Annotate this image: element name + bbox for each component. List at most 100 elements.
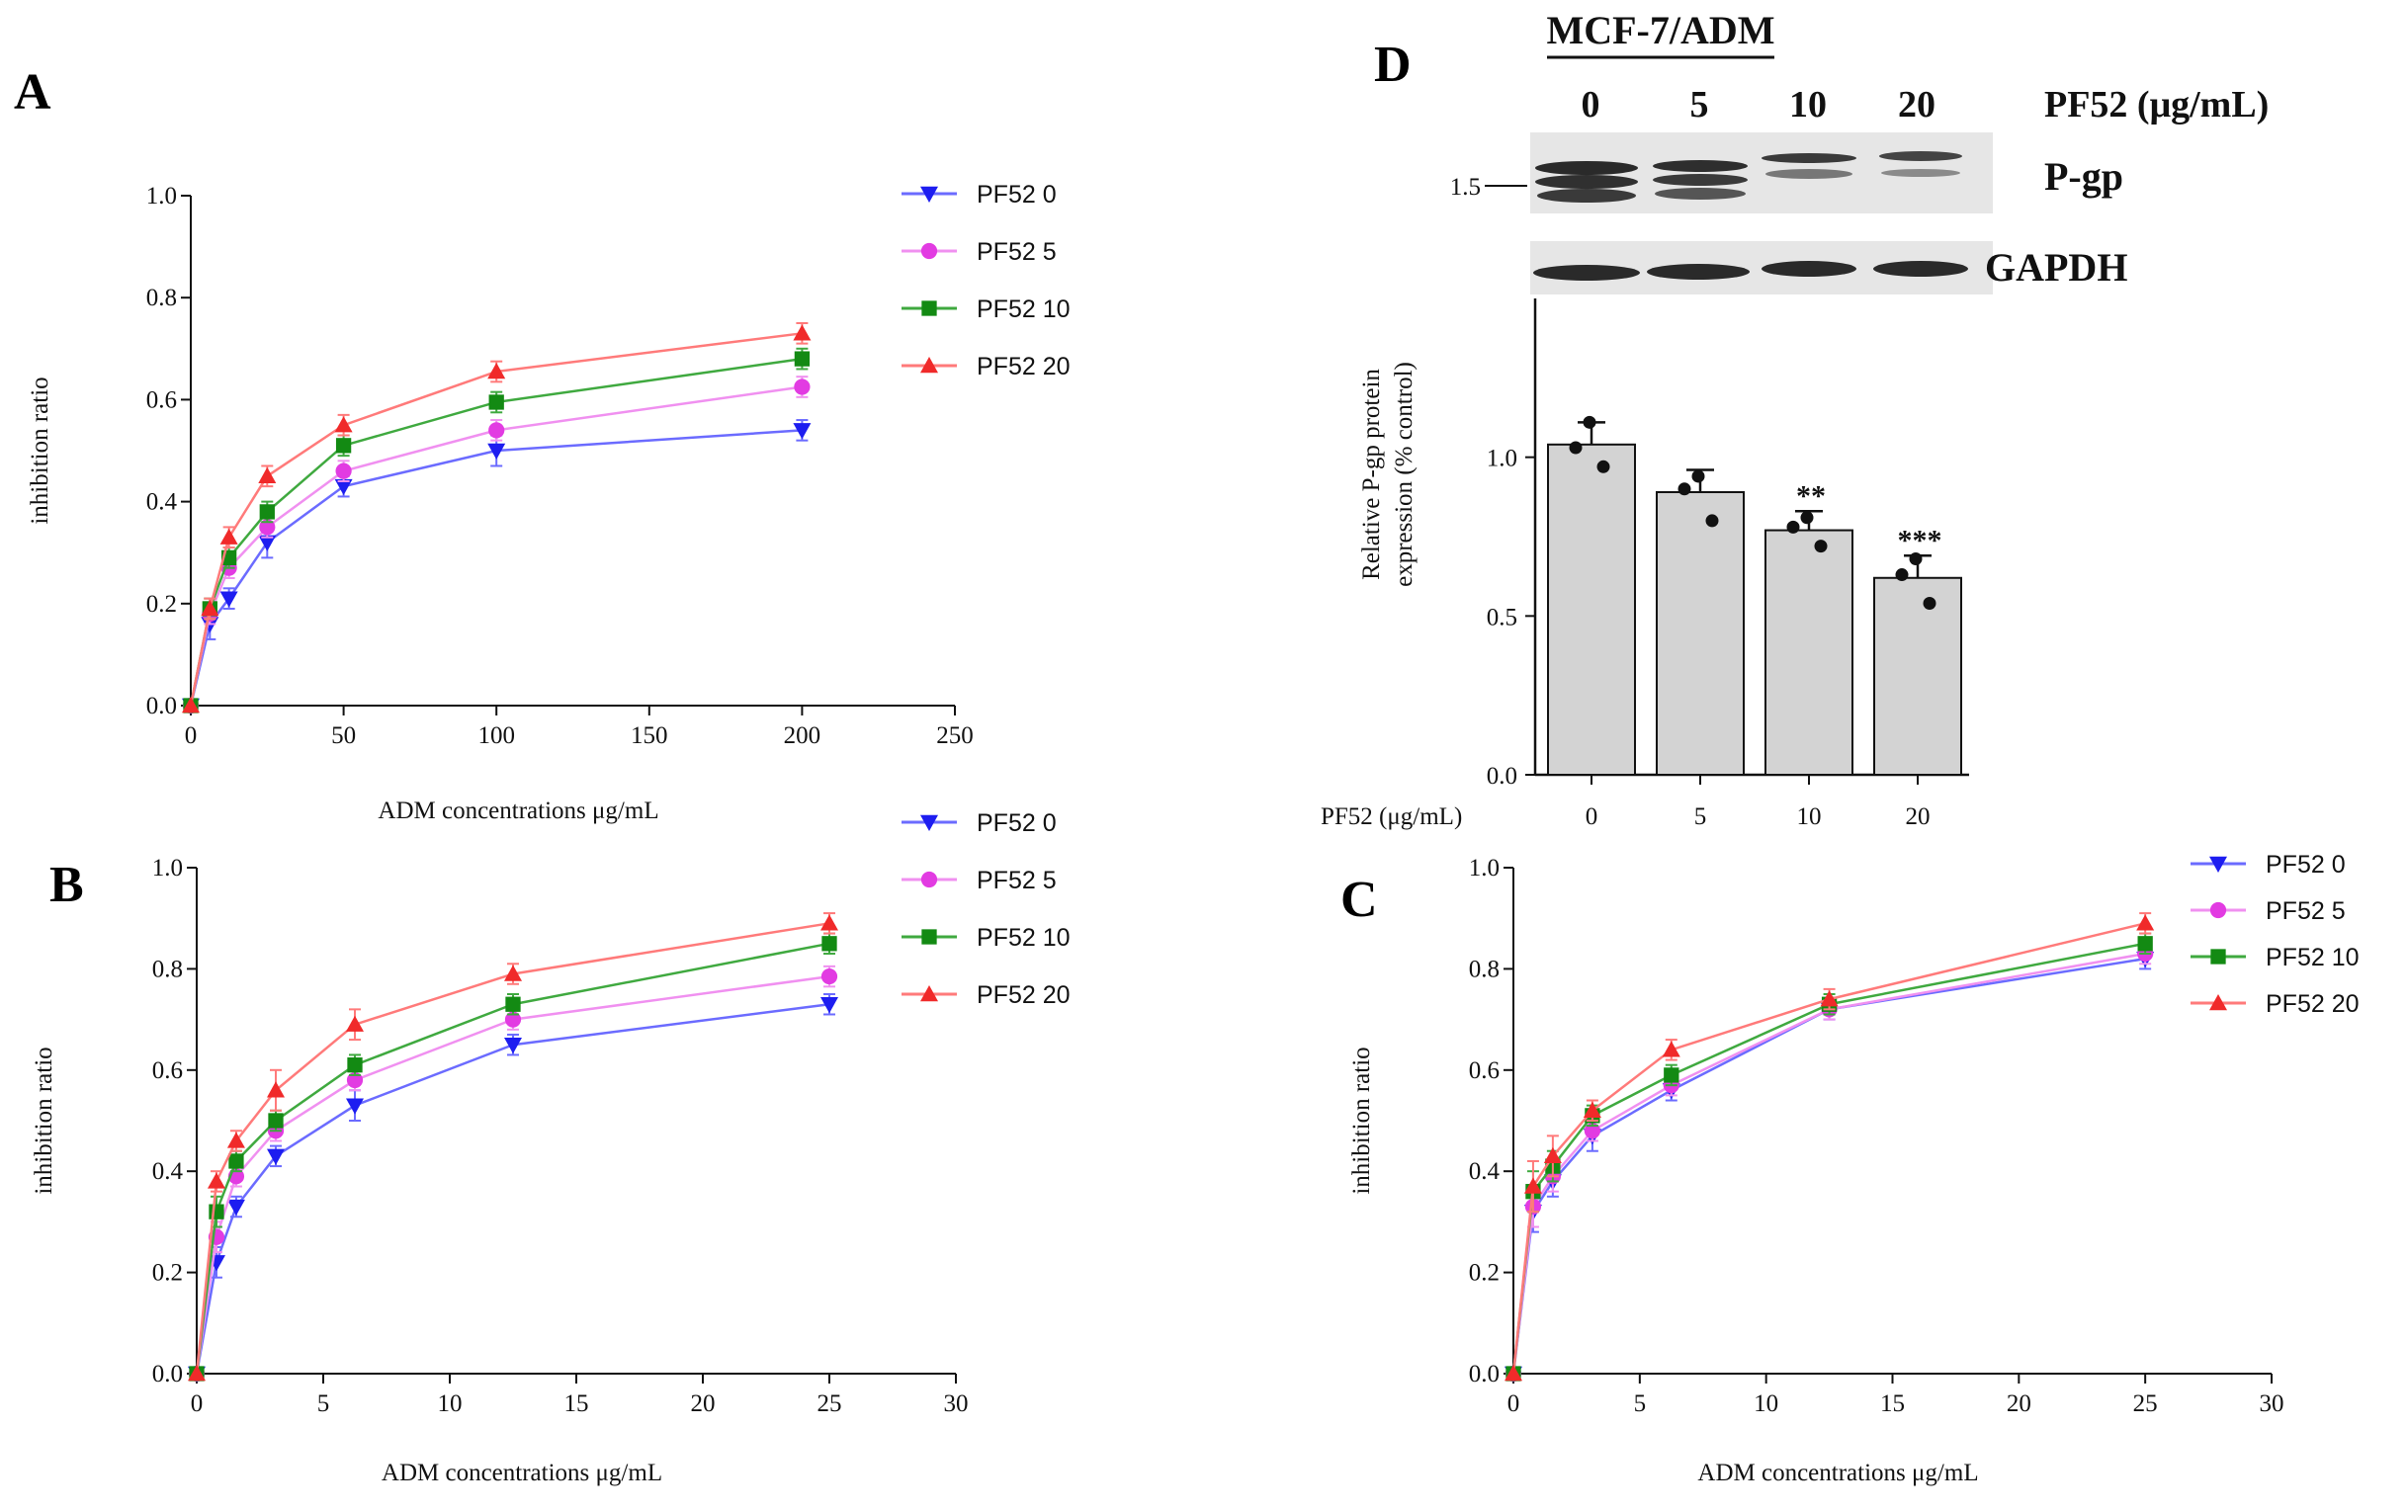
significance-label: ** [1796,479,1826,512]
blot-row-label: GAPDH [1985,245,2127,290]
data-point-triangle-up-icon [207,1172,225,1189]
data-point-triangle-down-icon [487,443,506,460]
data-point-triangle-up-icon [1523,1177,1542,1194]
series-pf52-5 [188,965,838,1383]
series-line [195,922,830,1375]
data-point [1909,551,1923,565]
x-tick-label: 15 [564,1390,589,1417]
x-tick-label: 0 [191,1390,204,1417]
y-axis-title: inhibition ratio [1348,1047,1375,1194]
y-tick-label: 1.0 [1469,855,1500,882]
x-tick-label: 25 [2133,1390,2158,1417]
chart-panel-a: A 0.0 0.2 0.4 0.6 0.8 1.0 0 50 100 150 200 250 ADM c… [14,64,1071,824]
x-tick-label: 0 [1586,803,1598,830]
data-point-triangle-up-icon [182,697,200,714]
data-point [1691,469,1705,483]
bar [1547,443,1636,776]
data-point [1705,514,1719,528]
pgp-band [1535,175,1638,189]
x-tick-label: 0 [1507,1390,1520,1417]
gapdh-bands [1533,261,1968,281]
x-tick-label: 10 [1754,1390,1778,1417]
y-tick-label: 1.0 [152,855,183,882]
y-tick-label: 0.0 [146,693,177,719]
data-point-square-icon [209,1204,224,1219]
gapdh-band [1762,261,1856,277]
blot-marker-label: 1.5 [1450,174,1481,201]
legend-label: PF52 0 [977,809,1057,837]
data-point-square-icon [268,1113,284,1129]
circle-icon [2209,901,2227,919]
data-point-square-icon [821,936,837,952]
y-tick-label: 0.6 [152,1057,183,1084]
x-axis-title: PF52 (μg/mL) [1321,803,1462,830]
data-point-triangle-up-icon [201,599,219,617]
pgp-band [1762,153,1856,163]
y-axis-title: Relative P-gp protein [1358,369,1385,580]
data-point-circle-icon [504,1011,522,1028]
y-axis-title: expression (% control) [1391,362,1418,587]
x-tick-label: 20 [691,1390,716,1417]
data-point-triangle-down-icon [258,535,277,551]
x-tick-label: 20 [1906,803,1931,830]
y-tick-label: 0.5 [1487,604,1517,630]
square-icon [921,300,937,316]
data-point [1583,415,1596,429]
western-blot: MCF-7/ADM 0 5 10 20 PF52 (μg/mL) 1.5 [1450,8,2269,294]
data-point-triangle-up-icon [226,1132,245,1148]
data-point-triangle-down-icon [226,1199,245,1217]
blot-title: MCF-7/ADM [1546,8,1774,52]
data-point-square-icon [228,1153,244,1169]
series-pf52-20 [1505,912,2155,1382]
square-icon [921,929,937,945]
y-tick-label: 0.4 [1469,1158,1501,1185]
triangle-down-icon [920,814,938,831]
x-tick-label: 15 [1880,1390,1905,1417]
data-point-circle-icon [1584,1123,1600,1139]
blot-column-label: 5 [1690,84,1709,126]
pgp-band [1765,169,1852,179]
bar [1873,576,1962,776]
pgp-band [1653,160,1748,172]
data-point-triangle-up-icon [793,324,812,341]
series-pf52-20 [188,912,838,1382]
x-tick-label: 5 [317,1390,330,1417]
panel-label-b: B [49,857,84,913]
circle-icon [920,871,938,888]
legend-label: PF52 20 [2266,990,2360,1018]
pgp-band [1537,189,1636,203]
x-axis-title: ADM concentrations μg/mL [1697,1460,1978,1486]
panel-label-c: C [1340,872,1378,928]
series-pf52-0 [188,993,838,1383]
x-tick-label: 25 [817,1390,842,1417]
data-point-triangle-up-icon [346,1015,364,1032]
gapdh-band [1647,264,1750,280]
blot-column-label: 20 [1898,84,1935,126]
series-pf52-10 [189,932,837,1382]
data-point-circle-icon [346,1071,364,1089]
x-tick-label: 30 [944,1390,969,1417]
y-tick-label: 0.2 [146,591,177,618]
legend-label: PF52 5 [977,238,1057,266]
blot-column-label: 10 [1789,84,1827,126]
data-point [1596,460,1610,473]
y-tick-label: 0.8 [152,956,183,982]
data-point-triangle-down-icon [820,997,838,1014]
series-line [189,429,803,707]
triangle-up-icon [920,985,938,1002]
square-icon [2210,949,2226,965]
data-point-square-icon [2137,936,2153,952]
data-point-square-icon [488,394,504,410]
data-point-triangle-down-icon [267,1148,285,1165]
data-point-triangle-up-icon [1543,1146,1562,1164]
data-point-circle-icon [488,422,505,439]
bar [1656,491,1745,776]
legend-label: PF52 10 [977,295,1071,323]
chart-panel-d: D MCF-7/ADM 0 5 10 20 PF52 (μg/mL) 1.5 [1321,8,2269,830]
data-point-triangle-up-icon [219,528,238,545]
y-tick-label: 0.6 [146,386,177,413]
data-point-circle-icon [335,462,352,479]
legend-label: PF52 10 [977,924,1071,952]
y-tick-label: 0.6 [1469,1057,1500,1084]
